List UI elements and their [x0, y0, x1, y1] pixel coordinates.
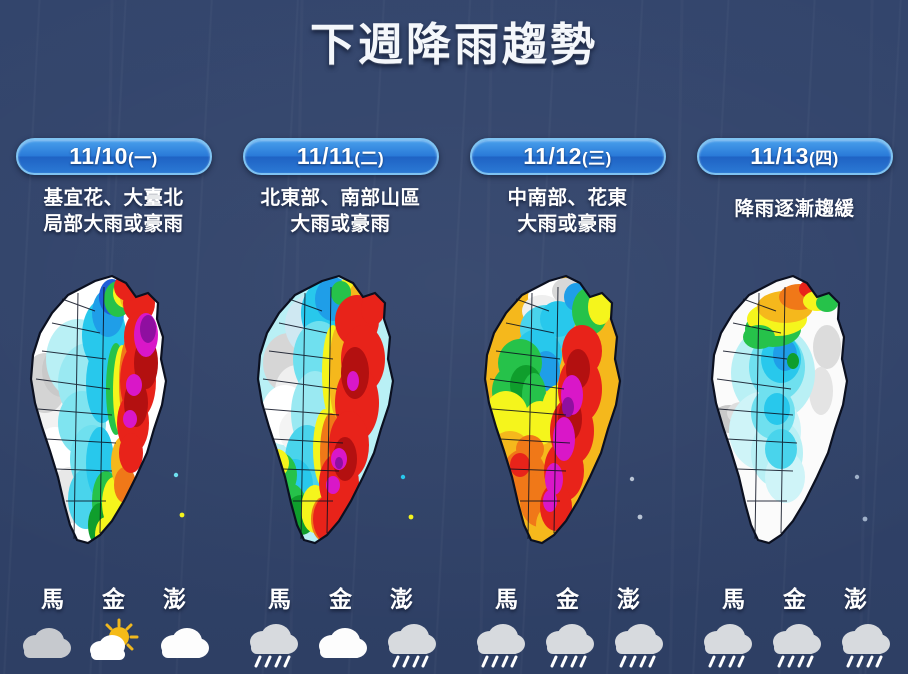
island-label-kinmen-day1: 金: [102, 586, 125, 612]
island-label-penghu-day2: 澎: [390, 586, 413, 612]
page-title: 下週降雨趨勢: [309, 19, 598, 70]
island-label-penghu-day1: 澎: [163, 586, 186, 612]
forecast-line2-day1: 局部大雨或豪雨: [43, 212, 184, 235]
rain-cloud-icon: [697, 616, 755, 668]
island-weather-icons-day3: [454, 616, 681, 668]
cloud-gray-icon: [16, 616, 74, 668]
date-badge-day2[interactable]: 11/11 (二): [242, 138, 439, 175]
island-labels-day3: 馬 金 澎: [454, 580, 681, 614]
forecast-panel-day4[interactable]: 11/13 (四) 降雨逐漸趨緩: [681, 138, 908, 674]
island-label-penghu-day3: 澎: [617, 586, 640, 612]
weekday-label-day2: (二): [354, 149, 385, 168]
forecast-text-day4: 降雨逐漸趨緩: [687, 197, 902, 223]
forecast-line2-day3: 大雨或豪雨: [517, 212, 618, 235]
forecast-panels: 11/10 (一) 基宜花、大臺北 局部大雨或豪雨: [0, 138, 908, 674]
rainfall-map-day2[interactable]: [227, 263, 454, 568]
forecast-line2-day2: 大雨或豪雨: [290, 212, 391, 235]
island-weather-icons-day1: [0, 616, 227, 668]
date-badge-day1[interactable]: 11/10 (一): [15, 138, 212, 175]
rainfall-map-day3[interactable]: [454, 263, 681, 568]
island-label-matsu-day4: 馬: [722, 586, 745, 612]
island-labels-day2: 馬 金 澎: [227, 580, 454, 614]
date-label-day2: 11/11: [296, 143, 355, 169]
rain-cloud-icon: [835, 616, 893, 668]
island-label-penghu-day4: 澎: [844, 586, 867, 612]
date-label-day3: 11/12: [523, 143, 582, 169]
island-label-matsu-day3: 馬: [495, 586, 518, 612]
rain-cloud-icon: [243, 616, 301, 668]
weekday-label-day3: (三): [581, 149, 612, 168]
rain-cloud-icon: [381, 616, 439, 668]
sun-behind-cloud-icon: [85, 616, 143, 668]
island-weather-icons-day2: [227, 616, 454, 668]
cloud-white-icon: [154, 616, 212, 668]
date-label-day1: 11/10: [69, 143, 128, 169]
island-label-kinmen-day4: 金: [783, 586, 806, 612]
rain-cloud-icon: [766, 616, 824, 668]
island-label-kinmen-day3: 金: [556, 586, 579, 612]
forecast-text-day2: 北東部、南部山區 大雨或豪雨: [233, 186, 448, 237]
island-label-matsu-day2: 馬: [268, 586, 291, 612]
date-badge-day4[interactable]: 11/13 (四): [696, 138, 893, 175]
island-label-matsu-day1: 馬: [41, 586, 64, 612]
rainfall-map-day1[interactable]: [0, 263, 227, 568]
forecast-panel-day1[interactable]: 11/10 (一) 基宜花、大臺北 局部大雨或豪雨: [0, 138, 227, 674]
island-labels-day4: 馬 金 澎: [681, 580, 908, 614]
island-label-kinmen-day2: 金: [329, 586, 352, 612]
forecast-panel-day2[interactable]: 11/11 (二) 北東部、南部山區 大雨或豪雨: [227, 138, 454, 674]
rainfall-map-day4[interactable]: [681, 263, 908, 568]
rain-cloud-icon: [608, 616, 666, 668]
forecast-line1-day2: 北東部、南部山區: [260, 187, 421, 209]
forecast-text-day3: 中南部、花東 大雨或豪雨: [460, 186, 675, 237]
forecast-line1-day1: 基宜花、大臺北: [43, 187, 184, 209]
forecast-line1-day4: 降雨逐漸趨緩: [734, 198, 855, 220]
island-weather-icons-day4: [681, 616, 908, 668]
weekday-label-day1: (一): [127, 149, 158, 168]
cloud-white-icon: [312, 616, 370, 668]
island-labels-day1: 馬 金 澎: [0, 580, 227, 614]
weekday-label-day4: (四): [808, 149, 839, 168]
forecast-line1-day3: 中南部、花東: [507, 187, 628, 209]
forecast-text-day1: 基宜花、大臺北 局部大雨或豪雨: [6, 186, 221, 237]
date-badge-day3[interactable]: 11/12 (三): [469, 138, 666, 175]
rain-cloud-icon: [539, 616, 597, 668]
rain-cloud-icon: [470, 616, 528, 668]
forecast-panel-day3[interactable]: 11/12 (三) 中南部、花東 大雨或豪雨: [454, 138, 681, 674]
date-label-day4: 11/13: [750, 143, 809, 169]
